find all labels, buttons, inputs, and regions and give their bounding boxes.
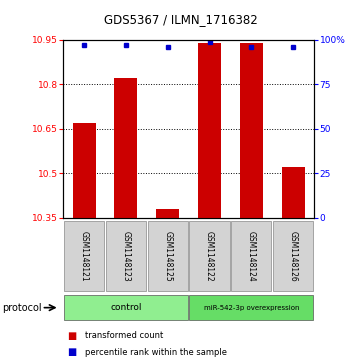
Text: GSM1148122: GSM1148122: [205, 231, 214, 281]
Text: protocol: protocol: [2, 303, 42, 313]
Bar: [231, 221, 271, 291]
Bar: [106, 221, 146, 291]
Bar: [282, 167, 305, 218]
Text: GSM1148126: GSM1148126: [289, 231, 298, 281]
Text: percentile rank within the sample: percentile rank within the sample: [85, 348, 227, 356]
Text: transformed count: transformed count: [85, 331, 163, 340]
Bar: [114, 78, 138, 218]
Bar: [190, 295, 313, 320]
Text: GSM1148125: GSM1148125: [163, 231, 172, 281]
Text: control: control: [110, 303, 142, 312]
Bar: [148, 221, 188, 291]
Bar: [190, 221, 230, 291]
Text: GSM1148124: GSM1148124: [247, 231, 256, 281]
Text: GSM1148123: GSM1148123: [121, 231, 130, 281]
Bar: [198, 43, 221, 218]
Bar: [240, 43, 263, 218]
Bar: [64, 221, 104, 291]
Text: ■: ■: [67, 331, 76, 341]
Text: GDS5367 / ILMN_1716382: GDS5367 / ILMN_1716382: [104, 13, 257, 26]
Text: miR-542-3p overexpression: miR-542-3p overexpression: [204, 305, 299, 311]
Bar: [64, 295, 188, 320]
Text: GSM1148121: GSM1148121: [79, 231, 88, 281]
Bar: [156, 209, 179, 218]
Text: ■: ■: [67, 347, 76, 357]
Bar: [73, 123, 96, 218]
Bar: [273, 221, 313, 291]
